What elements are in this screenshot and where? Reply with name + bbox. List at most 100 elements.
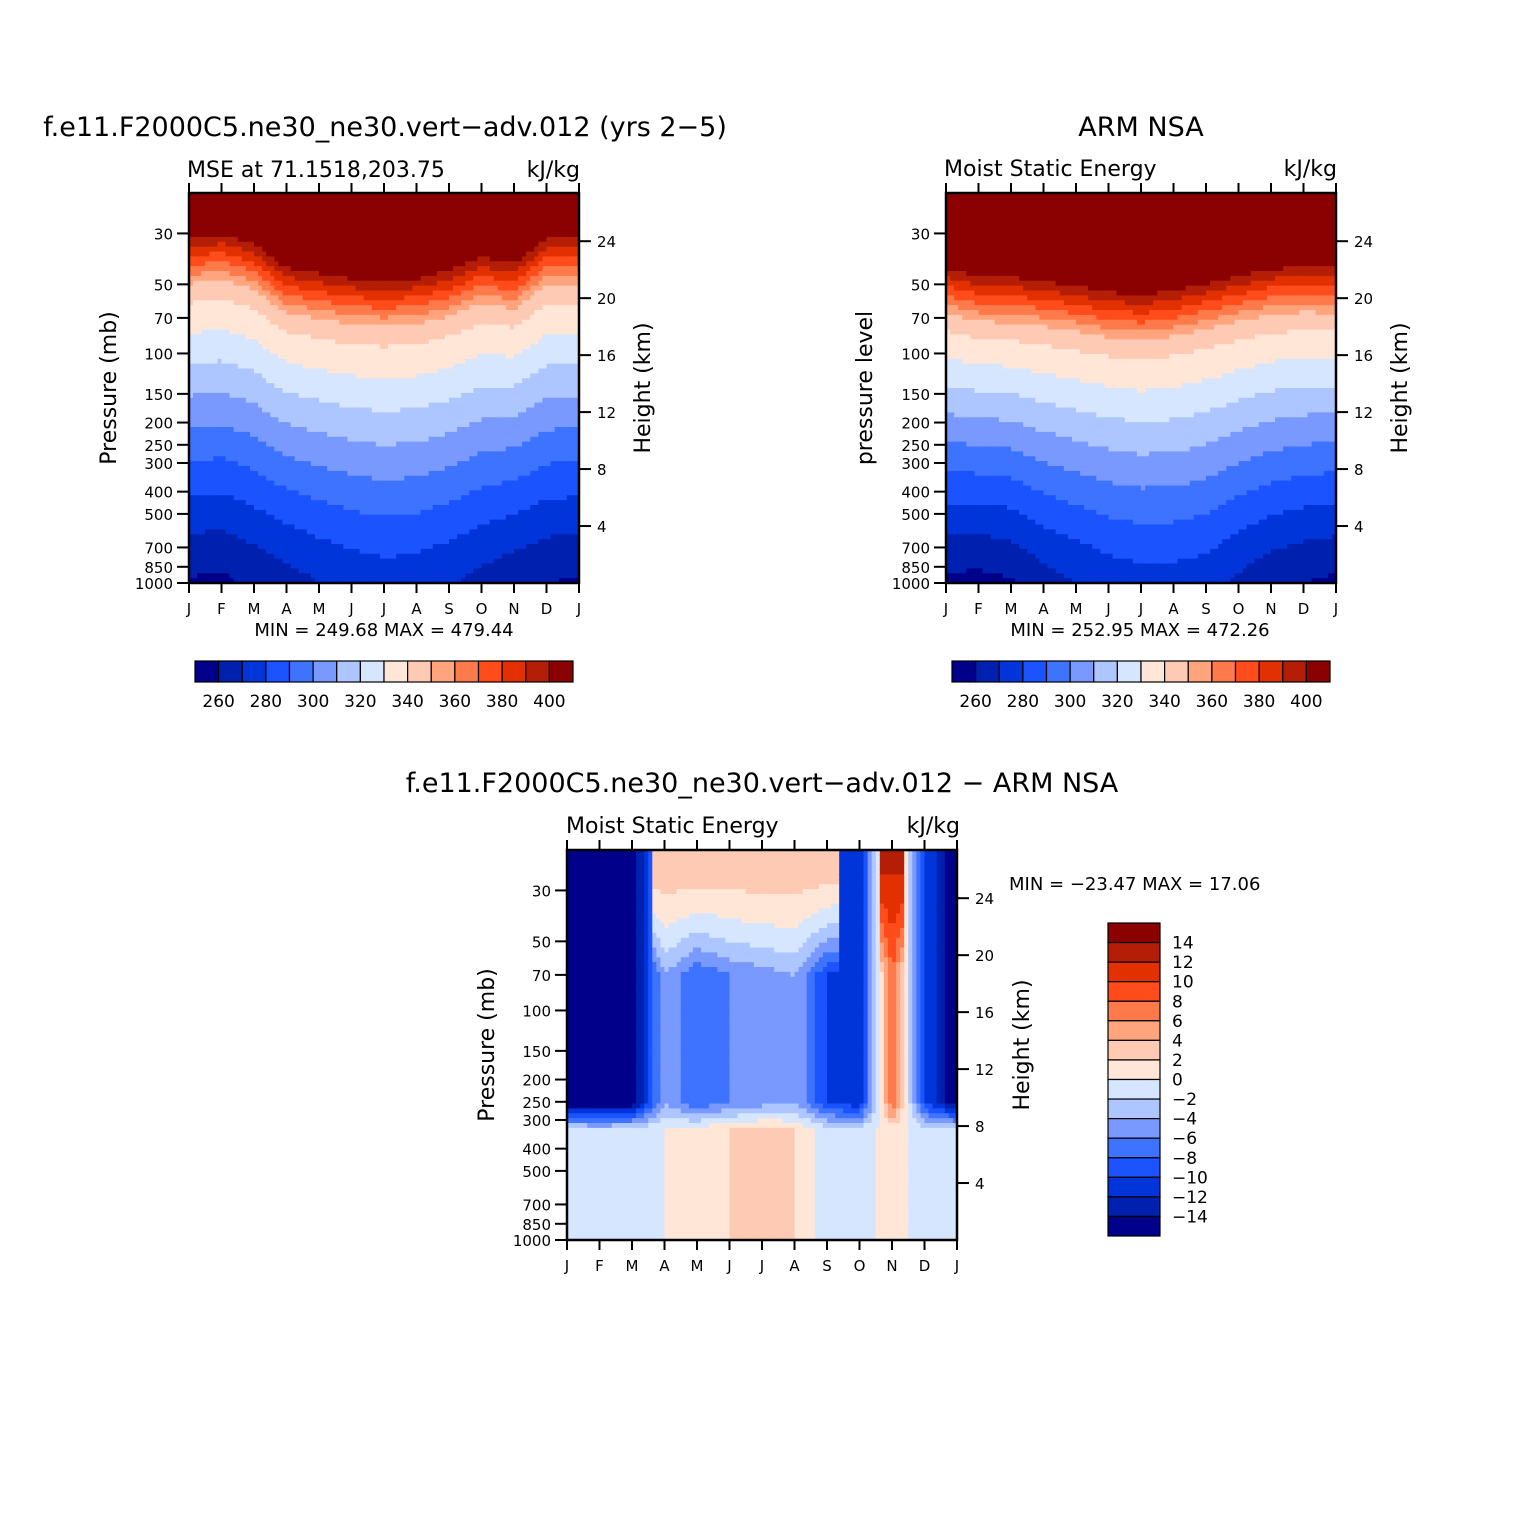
contour-cell (246, 325, 251, 330)
contour-cell (226, 364, 231, 369)
contour-cell (226, 388, 231, 393)
contour-cell (238, 217, 243, 222)
contour-cell (226, 559, 231, 564)
contour-cell (250, 339, 255, 344)
contour-cell (226, 442, 231, 447)
contour-cell (197, 559, 202, 564)
contour-cell (234, 398, 239, 403)
contour-cell (209, 208, 214, 213)
contour-cell (222, 500, 227, 505)
contour-cell (254, 427, 259, 432)
contour-cell (254, 203, 259, 208)
contour-cell (254, 510, 259, 515)
contour-cell (197, 276, 202, 281)
contour-cell (193, 325, 198, 330)
contour-cell (197, 247, 202, 252)
model-panel: f.e11.F2000C5.ne30_ne30.vert−adv.012 (yr… (43, 112, 727, 712)
contour-cell (238, 369, 243, 374)
contour-cell (222, 568, 227, 573)
contour-cell (222, 208, 227, 213)
contour-cell (242, 217, 247, 222)
contour-cell (209, 266, 214, 271)
model-subtitle-left: MSE at 71.1518,203.75 (187, 158, 445, 183)
contour-cell (193, 339, 198, 344)
contour-cell (213, 403, 218, 408)
contour-cell (213, 320, 218, 325)
contour-cell (254, 334, 259, 339)
contour-cell (201, 451, 206, 456)
contour-cell (230, 417, 235, 422)
contour-cell (193, 481, 198, 486)
model-y-axis-label: Pressure (mb) (97, 311, 122, 465)
contour-cell (193, 208, 198, 213)
contour-cell (205, 300, 210, 305)
contour-cell (201, 271, 206, 276)
contour-cell (242, 286, 247, 291)
contour-cell (209, 198, 214, 203)
contour-cell (209, 388, 214, 393)
contour-cell (234, 369, 239, 374)
contour-cell (205, 568, 210, 573)
contour-cell (209, 549, 214, 554)
contour-cell (197, 291, 202, 296)
contour-cell (193, 364, 198, 369)
contour-cell (230, 213, 235, 218)
contour-cell (197, 412, 202, 417)
contour-cell (217, 525, 222, 530)
contour-cell (230, 315, 235, 320)
contour-cell (250, 349, 255, 354)
contour-cell (242, 320, 247, 325)
contour-cell (213, 325, 218, 330)
contour-cell (242, 369, 247, 374)
contour-cell (246, 310, 251, 315)
contour-cell (242, 359, 247, 364)
contour-cell (217, 539, 222, 544)
contour-cell (242, 198, 247, 203)
contour-cell (254, 388, 259, 393)
contour-cell (254, 256, 259, 261)
contour-cell (205, 373, 210, 378)
contour-cell (242, 451, 247, 456)
contour-cell (242, 490, 247, 495)
contour-cell (242, 544, 247, 549)
contour-cell (234, 247, 239, 252)
contour-cell (246, 247, 251, 252)
contour-cell (250, 295, 255, 300)
contour-cell (205, 286, 210, 291)
contour-cell (226, 325, 231, 330)
contour-cell (201, 383, 206, 388)
contour-cell (209, 354, 214, 359)
contour-cell (238, 237, 243, 242)
contour-cell (201, 412, 206, 417)
contour-cell (242, 203, 247, 208)
contour-cell (222, 495, 227, 500)
contour-cell (242, 276, 247, 281)
contour-cell (226, 495, 231, 500)
contour-cell (246, 256, 251, 261)
contour-cell (250, 354, 255, 359)
contour-cell (238, 286, 243, 291)
contour-cell (254, 466, 259, 471)
contour-cell (234, 510, 239, 515)
contour-cell (201, 213, 206, 218)
contour-cell (222, 378, 227, 383)
contour-cell (213, 412, 218, 417)
contour-cell (254, 295, 259, 300)
contour-cell (242, 427, 247, 432)
contour-cell (209, 247, 214, 252)
contour-cell (205, 490, 210, 495)
contour-cell (226, 286, 231, 291)
contour-cell (226, 456, 231, 461)
contour-cell (222, 286, 227, 291)
contour-cell (242, 486, 247, 491)
contour-cell (193, 388, 198, 393)
contour-cell (234, 456, 239, 461)
contour-cell (246, 534, 251, 539)
contour-cell (201, 559, 206, 564)
contour-cell (217, 344, 222, 349)
contour-cell (238, 422, 243, 427)
contour-cell (230, 334, 235, 339)
contour-cell (193, 495, 198, 500)
contour-cell (246, 432, 251, 437)
contour-cell (201, 266, 206, 271)
